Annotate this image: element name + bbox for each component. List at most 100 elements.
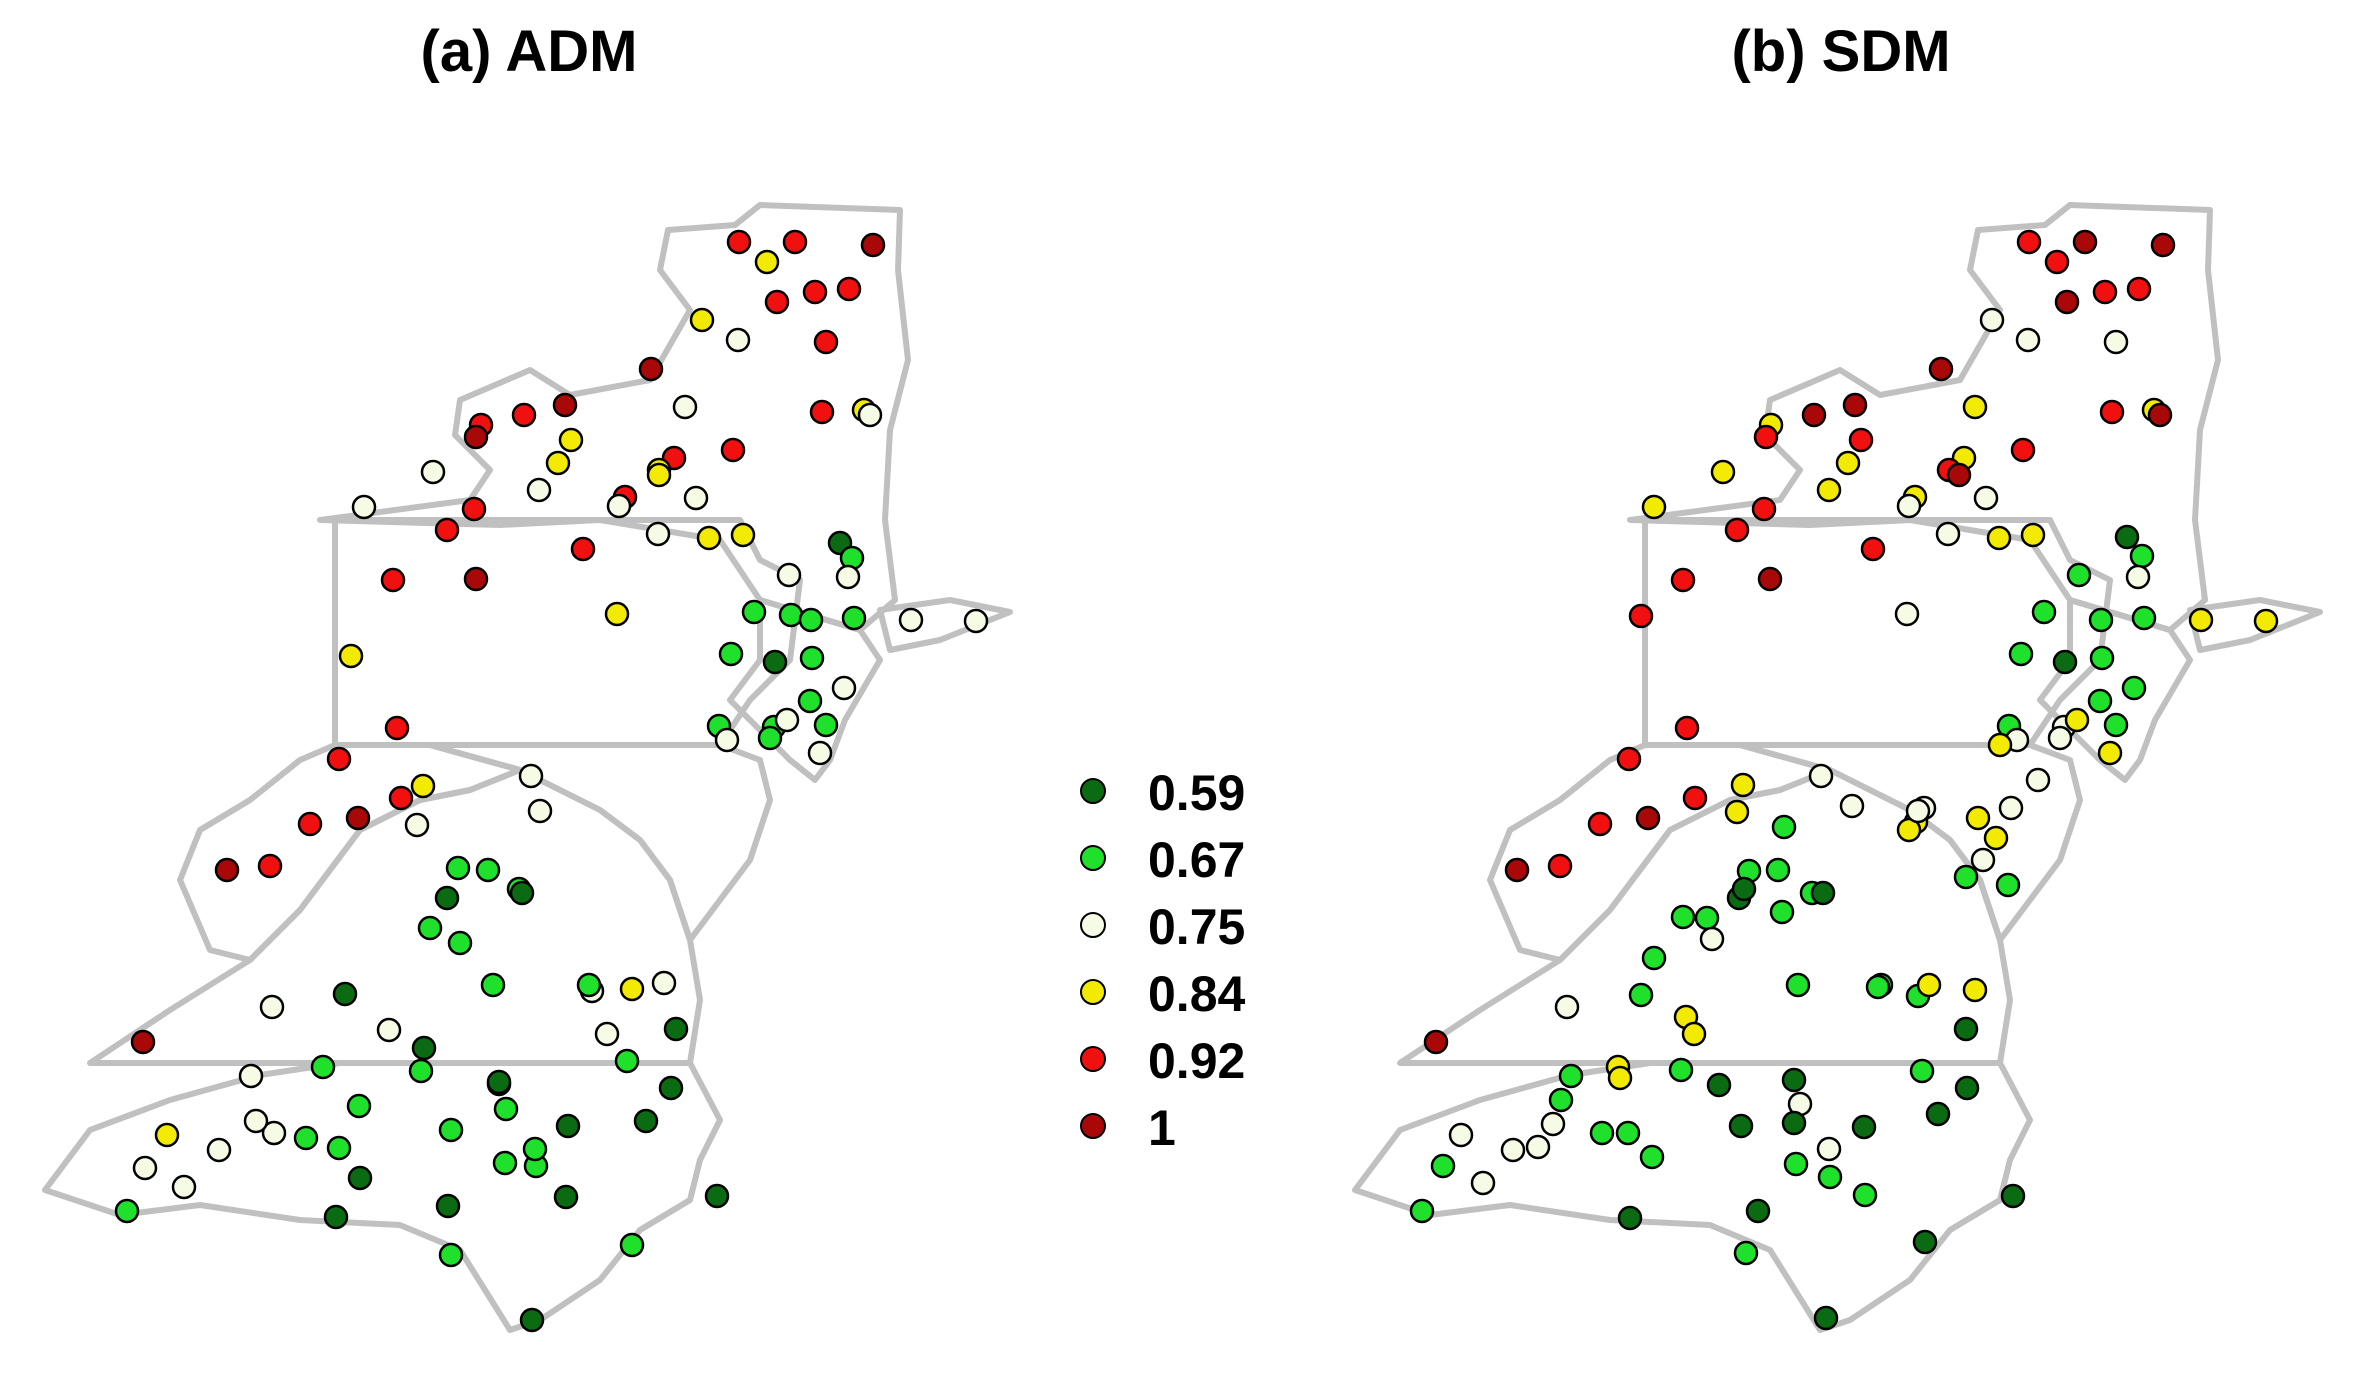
ny-outline: [1627, 202, 2221, 633]
monitoring-site: [1616, 746, 1642, 772]
monitoring-site: [238, 1063, 264, 1089]
monitoring-site: [2016, 229, 2042, 255]
monitoring-site: [799, 645, 825, 671]
monitoring-site: [1668, 1057, 1694, 1083]
monitoring-site: [2126, 276, 2152, 302]
monitoring-site: [841, 605, 867, 631]
monitoring-site: [2088, 607, 2114, 633]
monitoring-site: [475, 857, 501, 883]
monitoring-site: [2072, 229, 2098, 255]
monitoring-site: [1839, 793, 1865, 819]
monitoring-site: [1781, 1110, 1807, 1136]
monitoring-site: [1769, 899, 1795, 925]
monitoring-site: [1639, 1144, 1665, 1170]
monitoring-site: [1710, 459, 1736, 485]
monitoring-site: [831, 675, 857, 701]
monitoring-site: [310, 1054, 336, 1080]
monitoring-site: [1706, 1072, 1732, 1098]
monitoring-site: [1628, 603, 1654, 629]
monitoring-site: [1409, 1198, 1435, 1224]
monitoring-site: [2253, 608, 2279, 634]
monitoring-site: [1607, 1065, 1633, 1091]
monitoring-site: [214, 857, 240, 883]
monitoring-site: [461, 496, 487, 522]
monitoring-site: [1589, 1120, 1615, 1146]
monitoring-site: [619, 976, 645, 1002]
monitoring-site: [2025, 767, 2051, 793]
monitoring-site: [797, 688, 823, 714]
monitoring-site: [2020, 522, 2046, 548]
monitoring-site: [259, 994, 285, 1020]
monitoring-site: [206, 1137, 232, 1163]
monitoring-site: [1694, 905, 1720, 931]
monitoring-site: [2015, 327, 2041, 353]
monitoring-site: [857, 402, 883, 428]
monitoring-site: [463, 566, 489, 592]
legend-item: 0.84: [1080, 966, 1320, 1034]
legend-label: 0.92: [1148, 1033, 1246, 1089]
monitoring-site: [1771, 814, 1797, 840]
monitoring-site: [346, 1093, 372, 1119]
monitoring-site: [604, 601, 630, 627]
monitoring-site: [511, 402, 537, 428]
monitoring-site: [802, 279, 828, 305]
nj-outline: [2037, 597, 2193, 783]
monitoring-site: [696, 525, 722, 551]
monitoring-site: [646, 462, 672, 488]
monitoring-site: [261, 1120, 287, 1146]
monitoring-site: [2044, 249, 2070, 275]
monitoring-site: [570, 536, 596, 562]
monitoring-site: [1962, 977, 1988, 1003]
monitoring-site: [683, 485, 709, 511]
monitoring-site: [332, 981, 358, 1007]
monitoring-site: [1540, 1111, 1566, 1137]
monitoring-site: [1979, 307, 2005, 333]
monitoring-site: [522, 1136, 548, 1162]
legend-item: 1: [1080, 1100, 1320, 1168]
monitoring-site: [2092, 279, 2118, 305]
monitoring-site: [345, 805, 371, 831]
monitoring-site: [651, 970, 677, 996]
monitoring-site: [2008, 641, 2034, 667]
legend-label: 0.59: [1148, 765, 1246, 821]
monitoring-site: [762, 649, 788, 675]
monitoring-site: [527, 798, 553, 824]
monitoring-site: [297, 811, 323, 837]
monitoring-site: [518, 763, 544, 789]
monitoring-site: [338, 643, 364, 669]
monitoring-site: [293, 1125, 319, 1151]
panel-b-title: (b) SDM: [1731, 19, 1951, 84]
monitoring-site: [860, 232, 886, 258]
monitoring-site: [835, 564, 861, 590]
monitoring-site: [1953, 864, 1979, 890]
monitoring-site: [606, 493, 632, 519]
monitoring-site: [1954, 1075, 1980, 1101]
monitoring-site: [1615, 1120, 1641, 1146]
monitoring-site: [410, 773, 436, 799]
monitoring-site: [1783, 1151, 1809, 1177]
monitoring-site: [434, 517, 460, 543]
monitoring-site: [1851, 1114, 1877, 1140]
monitoring-site: [1724, 517, 1750, 543]
monitoring-site: [351, 494, 377, 520]
monitoring-site: [1765, 857, 1791, 883]
monitoring-site: [1987, 732, 2013, 758]
monitoring-site: [2099, 399, 2125, 425]
monitoring-site: [1860, 536, 1886, 562]
monitoring-site: [1894, 601, 1920, 627]
monitoring-site: [1973, 485, 1999, 511]
monitoring-site: [1953, 1016, 1979, 1042]
monitoring-site: [2047, 725, 2073, 751]
monitoring-site: [1728, 1113, 1754, 1139]
monitoring-site: [519, 1307, 545, 1333]
monitoring-site: [323, 1204, 349, 1230]
monitoring-site: [645, 521, 671, 547]
monitoring-site: [132, 1155, 158, 1181]
monitoring-site: [326, 1135, 352, 1161]
legend-swatch: [1080, 1046, 1106, 1072]
monitoring-site: [347, 1165, 373, 1191]
monitoring-site: [2089, 645, 2115, 671]
panel-a-map: [42, 202, 1013, 1333]
monitoring-site: [1500, 1137, 1526, 1163]
monitoring-site: [1731, 876, 1757, 902]
